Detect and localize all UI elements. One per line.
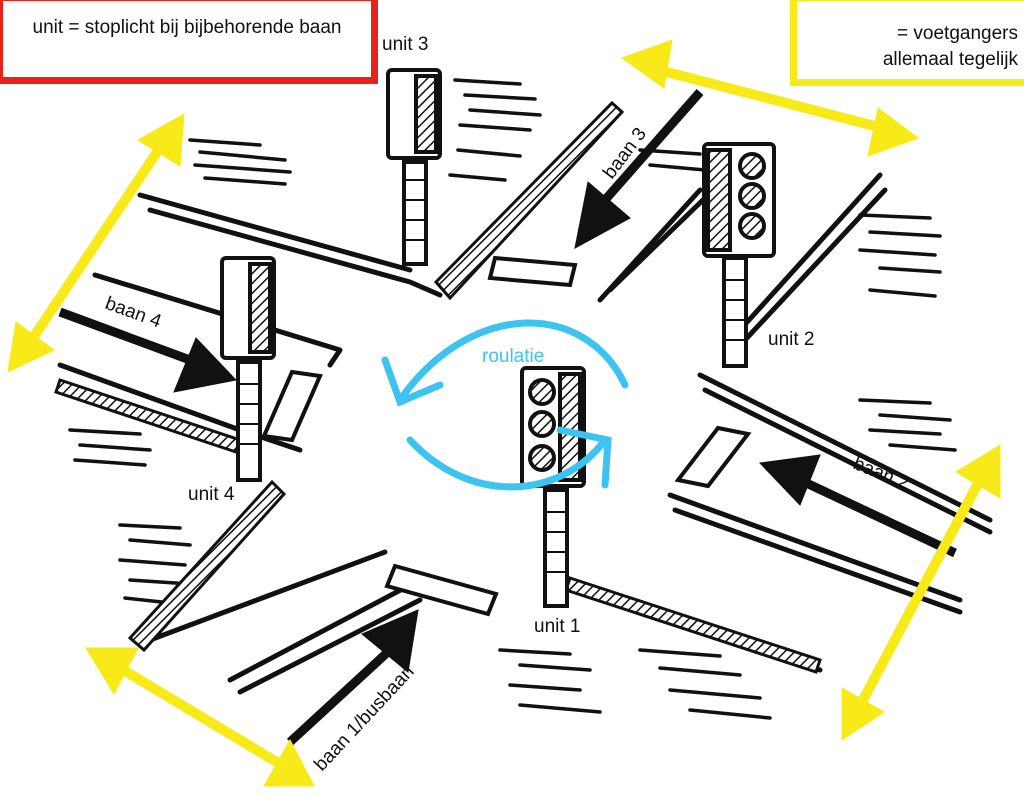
rotation-arrows	[381, 319, 629, 491]
legend-pedestrian-text: = voetgangers allemaal tegelijk	[882, 23, 1018, 70]
pedestrian-arrows	[7, 0, 1001, 787]
traffic-light-unit-3	[386, 68, 442, 266]
rotation-arrow-bottom	[406, 436, 609, 491]
label-lane-2: baan 2	[850, 453, 912, 494]
hatched-curbs	[54, 100, 822, 674]
traffic-light-unit-4	[220, 256, 276, 482]
traffic-light-unit-1	[520, 366, 586, 608]
label-unit-3: unit 3	[382, 34, 428, 55]
traffic-light-unit-2	[702, 142, 776, 368]
unit-labels: unit 1 unit 2 unit 3 unit 4	[188, 34, 814, 637]
label-rotation: roulatie	[482, 346, 544, 367]
legend-unit-box: unit = stoplicht bij bijbehorende baan	[0, 0, 378, 84]
stop-bars	[261, 255, 752, 617]
label-unit-2: unit 2	[768, 329, 814, 350]
lane-arrows	[58, 89, 957, 746]
label-unit-4: unit 4	[188, 484, 235, 505]
rotation-arrow-top	[396, 319, 629, 404]
legend-unit-text: unit = stoplicht bij bijbehorende baan	[32, 17, 342, 38]
label-unit-1: unit 1	[534, 616, 580, 637]
road-edges	[57, 107, 993, 695]
sidewalk-texture	[68, 78, 957, 720]
legend-pedestrian-box: = voetgangers allemaal tegelijk	[790, 0, 1024, 86]
